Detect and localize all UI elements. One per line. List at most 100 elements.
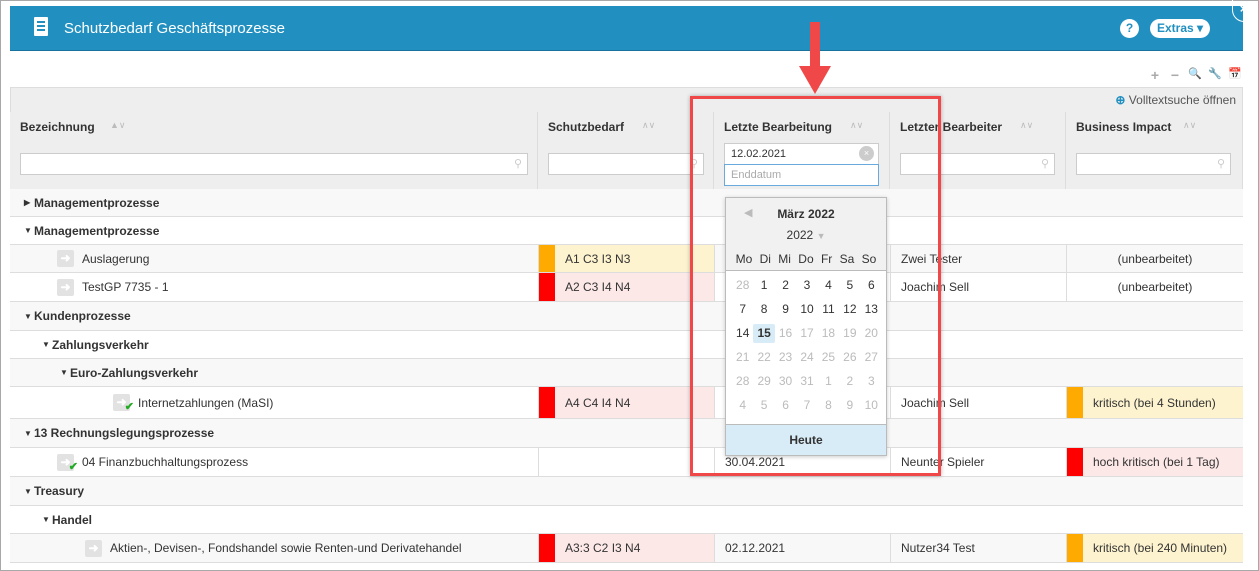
calendar-day[interactable]: 4	[825, 278, 832, 292]
extras-button[interactable]: Extras ▾	[1150, 19, 1210, 38]
group-label[interactable]: ▶ Managementprozesse	[24, 189, 159, 216]
caret-down-icon[interactable]: ▼	[24, 311, 32, 321]
calendar-day[interactable]: 28	[736, 374, 750, 388]
calendar-day[interactable]: 1	[760, 278, 768, 292]
calendar-day[interactable]: 28	[736, 278, 750, 292]
calendar-day[interactable]: 20	[864, 326, 878, 340]
end-date-input[interactable]: Enddatum	[724, 164, 879, 186]
tree-group-row[interactable]: ▼ Euro-Zahlungsverkehr	[10, 359, 1243, 387]
caret-down-icon[interactable]: ▼	[60, 368, 68, 377]
calendar-day[interactable]: 13	[864, 302, 878, 316]
calendar-day[interactable]: 5	[760, 398, 768, 412]
clear-icon[interactable]: ×	[859, 146, 874, 161]
calendar-day[interactable]: 18	[821, 326, 836, 340]
caret-right-icon[interactable]: ▶	[24, 198, 31, 207]
caret-down-icon[interactable]: ▼	[24, 486, 32, 496]
table-row[interactable]: ➜ Auslagerung A1 C3 I3 N3 Zwei Tester (unbea…	[10, 245, 1243, 273]
datepicker-month[interactable]: März 2022	[777, 207, 835, 221]
filter-input-business-impact[interactable]: ⚲	[1076, 153, 1231, 175]
calendar-day[interactable]: 8	[760, 302, 768, 316]
year-select[interactable]: 2022 ▼	[726, 228, 886, 242]
calendar-day[interactable]: 7	[739, 302, 747, 316]
calendar-day[interactable]: 9	[782, 302, 789, 316]
caret-down-icon[interactable]: ▼	[42, 340, 50, 349]
calendar-day[interactable]: 16	[778, 326, 793, 340]
calendar-day[interactable]: 7	[803, 398, 811, 412]
group-label[interactable]: ▼ Kundenprozesse	[24, 302, 131, 330]
column-header-business-impact[interactable]: Business Impact ∧∨ ⚲	[1066, 112, 1243, 190]
tree-group-row[interactable]: ▶ Managementprozesse	[10, 189, 1243, 217]
calendar-day[interactable]: 10	[800, 302, 814, 316]
calendar-day[interactable]: 24	[800, 350, 814, 364]
calendar-day[interactable]: 27	[864, 350, 878, 364]
process-name[interactable]: ➜ Auslagerung	[57, 245, 149, 272]
sort-icon[interactable]: ∧∨	[1020, 120, 1034, 130]
calendar-day[interactable]: 8	[825, 398, 832, 412]
calendar-icon[interactable]: 📅	[1228, 68, 1242, 80]
selected-day[interactable]: 15	[753, 324, 775, 343]
table-row[interactable]: ➜ Aktien-, Devisen-, Fondshandel sowie Re…	[10, 534, 1243, 563]
calendar-day[interactable]: 12	[843, 302, 857, 316]
calendar-day[interactable]: 25	[821, 350, 836, 364]
fulltext-search-link[interactable]: ⊕ Volltextsuche öffnen	[1115, 93, 1236, 107]
table-row[interactable]: ➜ ✔ Internetzahlungen (MaSI) A4 C4 I4 N4 Joa…	[10, 387, 1243, 419]
filter-input-bezeichnung[interactable]: ⚲	[20, 153, 528, 175]
sort-icon[interactable]: ▲∨	[110, 120, 126, 130]
tree-group-row[interactable]: ▼ 13 Rechnungslegungsprozesse	[10, 419, 1243, 448]
process-name[interactable]: ➜ ✔ 04 Finanzbuchhaltungsprozess	[57, 448, 248, 476]
process-name[interactable]: ➜ Aktien-, Devisen-, Fondshandel sowie Re…	[85, 534, 462, 562]
calendar-day[interactable]: 2	[846, 374, 854, 388]
caret-down-icon[interactable]: ▼	[24, 428, 32, 438]
calendar-day[interactable]: 1	[825, 374, 832, 388]
wrench-icon[interactable]: 🔧	[1208, 68, 1222, 80]
group-label[interactable]: ▼ Zahlungsverkehr	[42, 331, 149, 358]
calendar-day[interactable]: 30	[778, 374, 793, 388]
group-label[interactable]: ▼ Managementprozesse	[24, 217, 159, 244]
today-button[interactable]: Heute	[726, 424, 886, 455]
calendar-day[interactable]: 4	[739, 398, 747, 412]
calendar-day[interactable]: 19	[843, 326, 857, 340]
sort-icon[interactable]: ∧∨	[850, 120, 864, 130]
calendar-day[interactable]: 6	[867, 278, 875, 292]
tree-group-row[interactable]: ▼ Treasury	[10, 477, 1243, 506]
plus-icon[interactable]: +	[1150, 67, 1160, 83]
calendar-day[interactable]: 2	[782, 278, 789, 292]
group-label[interactable]: ▼ Handel	[42, 506, 92, 533]
tree-group-row[interactable]: ▼ Handel	[10, 506, 1243, 534]
tree-group-row[interactable]: ▼ Managementprozesse	[10, 217, 1243, 245]
tree-group-row[interactable]: ▼ Zahlungsverkehr	[10, 331, 1243, 359]
calendar-day[interactable]: 5	[846, 278, 854, 292]
group-label[interactable]: ▼ Treasury	[24, 477, 84, 505]
column-header-schutzbedarf[interactable]: Schutzbedarf ∧∨ ⚲	[538, 112, 714, 190]
calendar-day[interactable]: 9	[846, 398, 854, 412]
close-button[interactable]: ×	[1232, 0, 1254, 22]
calendar-day[interactable]: 22	[757, 350, 771, 364]
table-row[interactable]: ➜ ✔ 04 Finanzbuchhaltungsprozess 30.04.2021…	[10, 448, 1243, 477]
caret-down-icon[interactable]: ▼	[24, 226, 32, 235]
calendar-day[interactable]: 21	[736, 350, 750, 364]
calendar-day[interactable]: 11	[822, 302, 835, 316]
search-icon[interactable]: 🔍	[1188, 68, 1202, 80]
minus-icon[interactable]: −	[1170, 67, 1180, 83]
group-label[interactable]: ▼ 13 Rechnungslegungsprozesse	[24, 419, 214, 447]
process-name[interactable]: ➜ ✔ Internetzahlungen (MaSI)	[113, 387, 273, 418]
process-name[interactable]: ➜ TestGP 7735 - 1	[57, 273, 169, 301]
calendar-day[interactable]: 23	[778, 350, 793, 364]
calendar-day[interactable]: 26	[843, 350, 857, 364]
sort-icon[interactable]: ∧∨	[642, 120, 656, 130]
calendar-day[interactable]: 29	[757, 374, 771, 388]
tree-group-row[interactable]: ▼ Kundenprozesse	[10, 302, 1243, 331]
calendar-day[interactable]: 14	[736, 326, 750, 340]
caret-down-icon[interactable]: ▼	[42, 515, 50, 524]
calendar-day[interactable]: 3	[867, 374, 875, 388]
previous-month-icon[interactable]: ◀	[744, 207, 753, 219]
calendar-day[interactable]: 10	[864, 398, 878, 412]
calendar-day[interactable]: 31	[800, 374, 814, 388]
sort-icon[interactable]: ∧∨	[1183, 120, 1197, 130]
calendar-day[interactable]: 3	[803, 278, 811, 292]
calendar-day[interactable]: 6	[782, 398, 789, 412]
column-header-bezeichnung[interactable]: Bezeichnung ▲∨ ⚲	[10, 112, 538, 190]
help-button[interactable]: ?	[1120, 19, 1139, 38]
calendar-day[interactable]: 17	[800, 326, 814, 340]
group-label[interactable]: ▼ Euro-Zahlungsverkehr	[60, 359, 198, 386]
